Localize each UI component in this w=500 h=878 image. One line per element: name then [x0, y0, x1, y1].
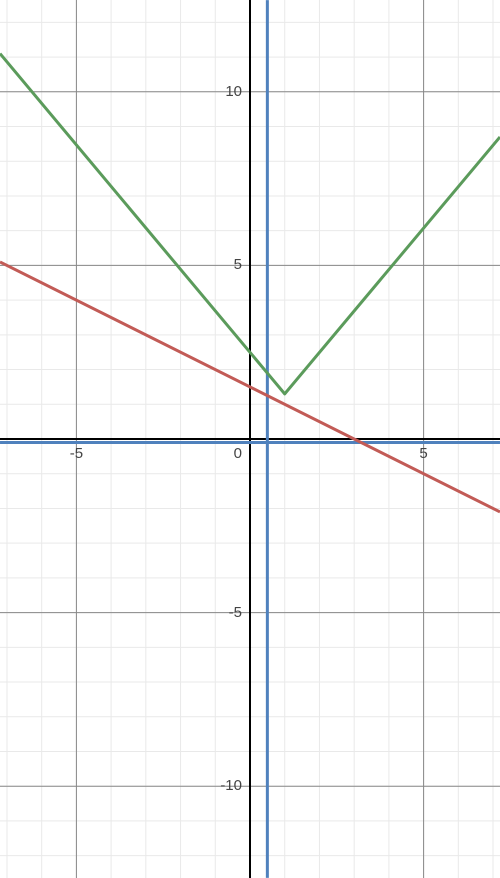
axis-tick-label: -10: [220, 777, 242, 794]
axis-tick-label: 5: [234, 256, 242, 273]
coordinate-plane-chart: -5 5 -10 -5 5 10 0: [0, 0, 500, 878]
axis-tick-label: 0: [234, 445, 242, 462]
chart-svg: [0, 0, 500, 878]
axis-tick-label: 10: [225, 83, 242, 100]
axis-tick-label: -5: [229, 604, 242, 621]
axis-tick-label: -5: [70, 445, 83, 462]
axis-tick-label: 5: [419, 445, 427, 462]
